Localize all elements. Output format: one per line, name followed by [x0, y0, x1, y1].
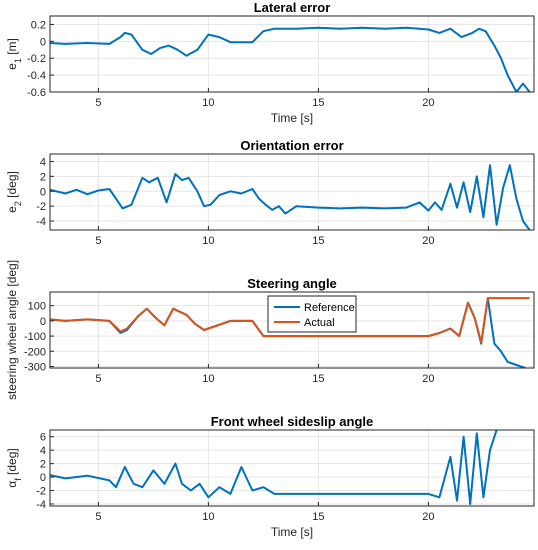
y-tick-label: 0 — [40, 472, 46, 484]
y-tick-label: 0.2 — [31, 19, 46, 31]
y-tick-label: 2 — [40, 171, 46, 183]
x-tick-label: 15 — [312, 235, 324, 247]
x-axis-label: Time [s] — [271, 525, 313, 539]
chart-panel-4: 5 10 15 20 64 20 -2-4 Front wheel sideslip angl… — [5, 414, 535, 539]
y-axis-label: αf [deg] — [5, 448, 23, 487]
axes-box — [49, 153, 535, 231]
x-tick-label: 5 — [95, 235, 101, 247]
x-tick-label: 10 — [202, 511, 214, 523]
y-tick-label: -0.2 — [27, 53, 46, 65]
legend-label: Actual — [304, 317, 335, 329]
x-tick-label: 5 — [95, 511, 101, 523]
y-tick-label: 100 — [28, 301, 46, 313]
y-tick-label: 6 — [40, 432, 46, 444]
plot-area — [50, 16, 534, 92]
series-line-1 — [50, 430, 498, 505]
y-tick-label: 0 — [40, 316, 46, 328]
y-tick-label: -2 — [36, 486, 46, 498]
y-tick-label: 0 — [40, 36, 46, 48]
x-tick-label: 5 — [95, 373, 101, 385]
y-tick-label: -4 — [36, 216, 46, 228]
chart-title: Front wheel sideslip angle — [211, 414, 374, 429]
x-tick-label: 15 — [312, 97, 324, 109]
chart-panel-3: 5 10 15 20 100 0 -100 -200 -300 Steering angle ste… — [5, 260, 535, 400]
series-line-actual — [50, 297, 530, 344]
x-tick-label: 10 — [202, 97, 214, 109]
y-tick-label: -4 — [36, 499, 46, 511]
axes-box — [49, 429, 535, 507]
series-line-1 — [50, 164, 531, 230]
series-line-1 — [50, 26, 531, 92]
y-axis-label: steering wheel angle [deg] — [5, 260, 19, 400]
y-tick-label: -0.4 — [27, 70, 46, 82]
x-tick-label: 10 — [202, 373, 214, 385]
y-tick-label: -0.6 — [27, 87, 46, 99]
x-tick-label: 20 — [422, 373, 434, 385]
x-tick-label: 15 — [312, 373, 324, 385]
y-tick-label: -300 — [24, 361, 46, 373]
chart-title: Steering angle — [247, 276, 337, 291]
y-tick-label: 2 — [40, 459, 46, 471]
axes-box — [49, 291, 535, 369]
x-tick-label: 10 — [202, 235, 214, 247]
x-tick-label: 5 — [95, 97, 101, 109]
y-axis-label: e2 [deg] — [5, 171, 23, 213]
chart-panel-1: 5 10 15 20 0.2 0 -0.2 -0.4 -0.6 Lateral error Time… — [5, 0, 535, 125]
y-tick-label: -100 — [24, 331, 46, 343]
y-axis-label: e1 [m] — [5, 38, 23, 70]
legend: Reference Actual — [267, 295, 357, 333]
axes-box — [49, 15, 535, 93]
legend-label: Reference — [304, 302, 355, 314]
chart-title: Lateral error — [254, 0, 331, 15]
y-tick-label: 0 — [40, 186, 46, 198]
x-tick-label: 20 — [422, 235, 434, 247]
x-tick-label: 20 — [422, 511, 434, 523]
y-tick-label: -200 — [24, 346, 46, 358]
y-tick-label: 4 — [40, 445, 46, 457]
chart-title: Orientation error — [240, 138, 343, 153]
x-tick-label: 20 — [422, 97, 434, 109]
x-axis-label: Time [s] — [271, 111, 313, 125]
x-tick-label: 15 — [312, 511, 324, 523]
y-tick-label: 4 — [40, 156, 46, 168]
y-tick-label: -2 — [36, 201, 46, 213]
